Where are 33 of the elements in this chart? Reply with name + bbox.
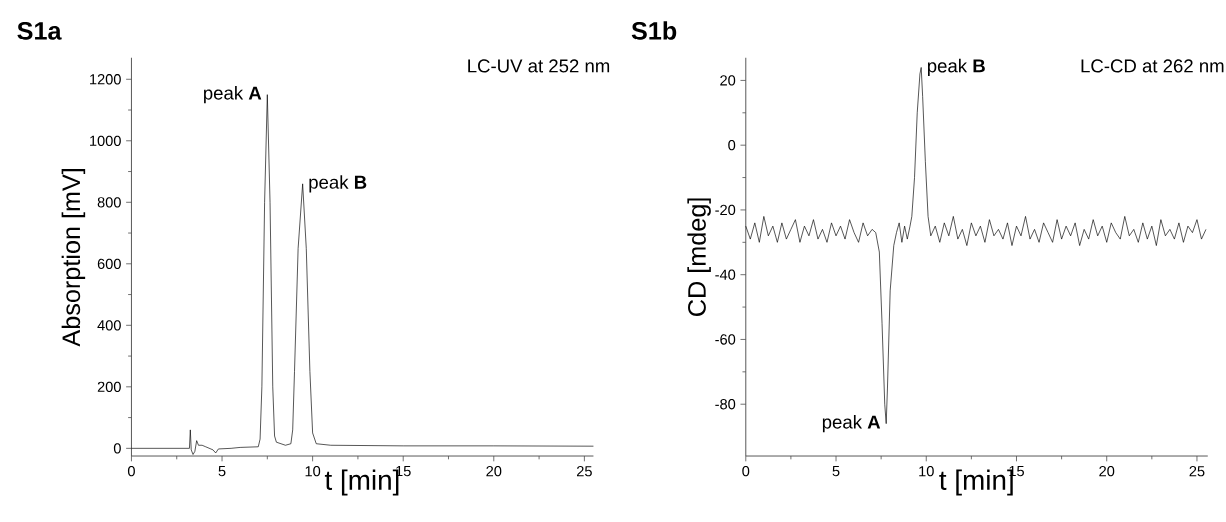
annotation: LC-CD at 262 nm [1081,59,1224,73]
x-tick-label: 25 [576,466,592,477]
y-tick-label: 200 [97,381,121,393]
annotation: peak B [309,175,367,193]
y-axis-title: Absorption [mV] [61,169,86,347]
chart-title: S1b [631,21,677,40]
x-tick-label: 10 [305,466,321,477]
y-tick-label: 400 [97,320,121,331]
y-tick-label: -40 [715,269,736,280]
y-tick-label: 800 [97,197,121,208]
x-tick-label: 5 [832,466,840,477]
y-tick-label: -80 [715,399,736,410]
annotation: peak A [822,415,881,433]
y-tick-label: 1000 [90,135,121,147]
y-axis-title: CD [mdeg] [687,198,711,317]
y-tick-label: 1200 [90,74,121,85]
y-tick-label: 0 [113,443,121,454]
x-tick-label: 25 [1189,466,1205,477]
y-tick-label: -60 [715,334,736,345]
x-tick-label: 0 [742,466,750,477]
y-tick-label: 0 [728,140,736,151]
x-tick-label: 5 [218,466,226,477]
x-tick-label: 10 [919,466,934,477]
x-tick-label: 0 [127,466,135,477]
annotation: peak A [204,86,262,104]
x-tick-label: 20 [1099,466,1115,477]
annotation: peak B [927,58,985,77]
y-tick-label: 20 [720,75,736,86]
annotation: LC-UV at 252 nm [468,59,610,73]
chart-title: S1a [17,22,62,40]
y-tick-label: 600 [97,258,121,270]
y-tick-label: -20 [715,204,736,216]
x-tick-label: 20 [486,466,502,477]
